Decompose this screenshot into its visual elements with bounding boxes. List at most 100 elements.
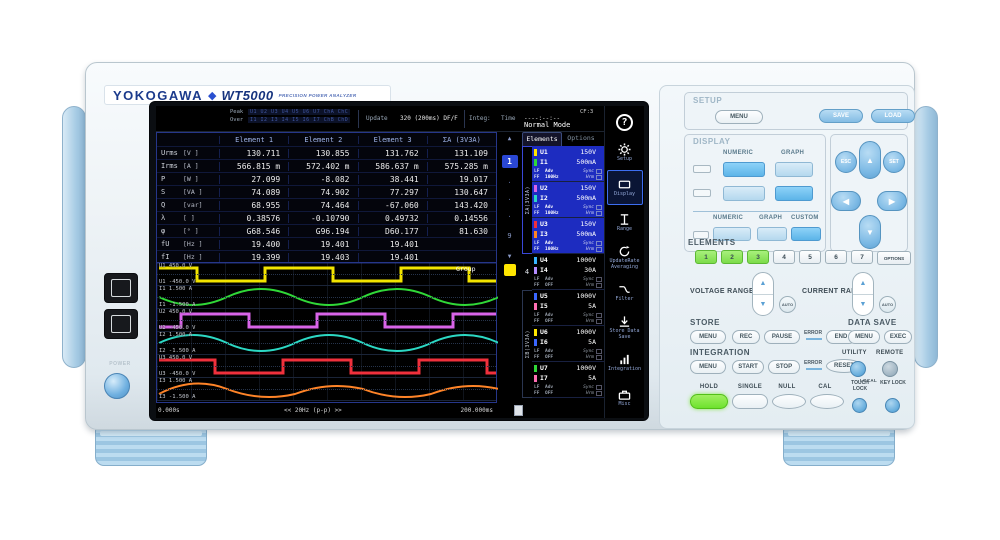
element-sidebar: Elements Options ΣA(3V3A) 4 ΣB(3V3A) U1 1… [522, 132, 604, 418]
current-range-rocker[interactable]: ▲ ▼ [852, 272, 874, 316]
display-b-indicator[interactable] [693, 189, 711, 197]
rail-range[interactable]: Range [607, 205, 643, 240]
voltage-auto-button[interactable]: AUTO [779, 296, 796, 313]
page-1-selected[interactable]: 1 [501, 155, 518, 168]
custom-button[interactable] [791, 227, 821, 241]
single-button[interactable] [732, 394, 768, 409]
group-label[interactable]: Group [456, 265, 476, 273]
display-a-indicator[interactable] [693, 165, 711, 173]
elements-label: ELEMENTS [688, 238, 736, 247]
rec-button[interactable]: REC [732, 330, 760, 344]
element-key-2[interactable]: 2 [721, 250, 743, 264]
graph-c-button[interactable] [757, 227, 787, 241]
refresh-icon [619, 245, 630, 257]
setup-section: SETUP MENU SAVE LOAD [684, 92, 915, 130]
left-foot [95, 428, 207, 466]
setup-menu-button[interactable]: MENU [715, 110, 763, 124]
element-group-5[interactable]: U5 1000V I5 5A LF FF Adv OFF Sync Hrm [532, 290, 604, 326]
voltage-range-rocker[interactable]: ▲ ▼ [752, 272, 774, 316]
right-foot [783, 428, 895, 466]
rail-filter[interactable]: Filter [607, 275, 643, 310]
element-key-6[interactable]: 6 [825, 250, 847, 264]
tab-elements[interactable]: Elements [522, 132, 562, 146]
element-key-5[interactable]: 5 [799, 250, 821, 264]
numeric-c-button[interactable] [713, 227, 751, 241]
stop-button[interactable]: STOP [768, 360, 800, 374]
page-down-icon[interactable]: ▼ [507, 253, 512, 260]
element-key-3[interactable]: 3 [747, 250, 769, 264]
null-button[interactable] [772, 394, 806, 409]
page-up-icon[interactable]: ▲ [507, 135, 512, 142]
toolbox-icon [618, 390, 631, 400]
graph-b-button[interactable] [775, 186, 813, 201]
table-row: Q [var] 68.955 74.464 -67.060 143.420 [157, 199, 496, 212]
utility-button[interactable] [850, 361, 866, 377]
arrow-up-button[interactable]: ▲ [859, 141, 881, 179]
element-group-6[interactable]: U6 1000V I6 5A LF FF Adv OFF Sync Hrm [532, 326, 604, 362]
measurement-table: Element 1 Element 2 Element 3 ΣA (3V3A) … [156, 132, 497, 264]
voltage-range-label: VOLTAGE RANGE [690, 288, 754, 295]
touch-lock-button[interactable] [852, 398, 867, 413]
peak-channels: U1 U2 U3 U4 U5 U6 U7 ChA ChC [248, 109, 351, 115]
cal-button[interactable] [810, 394, 844, 409]
numeric-b-button[interactable] [723, 186, 765, 201]
element-group-1[interactable]: U1 150V I1 500mA LF FF Adv 100Hz Sync Hrm [532, 146, 604, 182]
arrow-left-button[interactable]: ◀ [831, 191, 861, 211]
options-button[interactable]: OPTIONS [877, 251, 911, 265]
exec-button[interactable]: EXEC [884, 330, 912, 344]
help-button[interactable]: ? [607, 109, 643, 135]
brand-model: WT5000 [221, 87, 274, 103]
numeric-a-button[interactable] [723, 162, 765, 177]
integration-menu-button[interactable]: MENU [690, 360, 726, 374]
rail-store[interactable]: Store Data Save [607, 310, 643, 345]
page-9[interactable]: 9 [507, 232, 512, 240]
menu-rail: ? Setup Display Range U [604, 106, 644, 418]
hold-button[interactable] [690, 394, 728, 409]
integ-label: Integ: [469, 115, 491, 122]
start-button[interactable]: START [732, 360, 764, 374]
pause-button[interactable]: PAUSE [764, 330, 800, 344]
col-element1: Element 1 [219, 135, 288, 144]
rail-update-rate[interactable]: UpdateRate Averaging [607, 240, 643, 275]
load-button[interactable]: LOAD [871, 109, 915, 123]
store-error-label: ERROR [804, 330, 823, 336]
store-error-led [806, 338, 822, 340]
save-button[interactable]: SAVE [819, 109, 863, 123]
i1-trace [158, 288, 498, 306]
tab-options[interactable]: Options [567, 134, 595, 142]
data-save-menu-button[interactable]: MENU [848, 330, 880, 344]
u2-trace [159, 312, 496, 329]
element-group-4[interactable]: U4 1000V I4 30A LF FF Adv OFF Sync Hrm [532, 254, 604, 290]
current-auto-button[interactable]: AUTO [879, 296, 896, 313]
arrow-down-button[interactable]: ▼ [859, 215, 881, 249]
element-group-7[interactable]: U7 1000V I7 5A LF FF Adv OFF Sync Hrm [532, 362, 604, 398]
group-color-tab [504, 264, 516, 276]
element-key-1[interactable]: 1 [695, 250, 717, 264]
rail-integration[interactable]: Integration [607, 345, 643, 380]
power-button[interactable] [104, 373, 130, 399]
custom-indicator[interactable] [693, 231, 709, 239]
range-icon [620, 213, 629, 225]
element-key-4[interactable]: 4 [773, 250, 795, 264]
element-key-7[interactable]: 7 [851, 250, 873, 264]
esc-button[interactable]: ESC [835, 151, 857, 173]
element-group-2[interactable]: U2 150V I2 500mA LF FF Adv 100Hz Sync Hrm [532, 182, 604, 218]
store-label: STORE [690, 318, 720, 327]
rail-misc[interactable]: Misc [607, 380, 643, 415]
graph-a-button[interactable] [775, 162, 813, 177]
arrow-right-button[interactable]: ▶ [877, 191, 907, 211]
element-group-3[interactable]: U3 150V I3 500mA LF FF Adv 100Hz Sync Hrm [532, 218, 604, 254]
scrollbar-thumb[interactable] [514, 405, 523, 416]
save-down-icon [619, 316, 630, 327]
key-lock-button[interactable] [885, 398, 900, 413]
power-label: POWER [109, 361, 131, 367]
control-panel: SETUP MENU SAVE LOAD DISPLAY NUMERIC GRA… [659, 85, 915, 429]
set-button[interactable]: SET [883, 151, 905, 173]
store-menu-button[interactable]: MENU [690, 330, 726, 344]
rail-setup[interactable]: Setup [607, 135, 643, 170]
brand-tagline: PRECISION POWER ANALYZER [278, 92, 357, 98]
screen-bezel: Peak U1 U2 U3 U4 U5 U6 U7 ChA ChC Over I… [149, 101, 649, 421]
over-channels: I1 I2 I3 I4 I5 I6 I7 ChB ChD [248, 117, 351, 123]
rail-display[interactable]: Display [606, 170, 643, 205]
wiring-group-b: ΣB(3V3A) [522, 290, 532, 398]
